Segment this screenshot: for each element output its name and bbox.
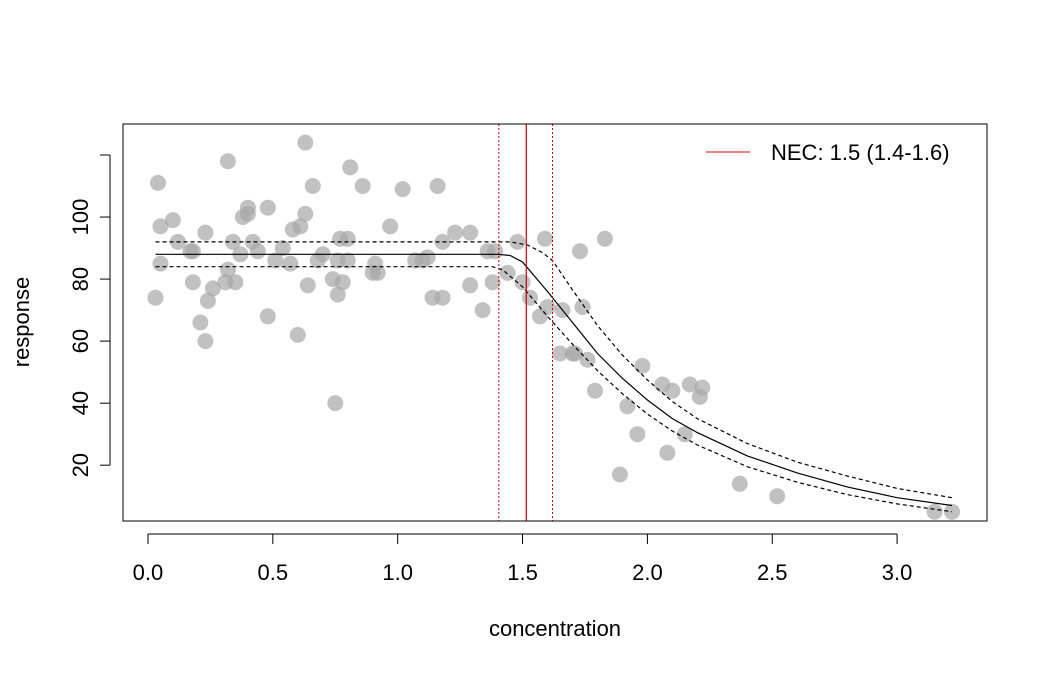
data-point-9 <box>192 314 209 331</box>
y-tick-label-1: 40 <box>68 391 93 415</box>
data-point-7 <box>184 243 201 260</box>
data-point-33 <box>297 134 314 151</box>
data-point-51 <box>369 264 386 281</box>
data-point-48 <box>354 178 371 194</box>
data-point-52 <box>382 218 399 235</box>
data-point-87 <box>634 357 651 374</box>
x-tick-label-1: 0.5 <box>258 560 289 585</box>
data-point-27 <box>267 252 284 269</box>
data-point-32 <box>292 218 309 235</box>
data-point-73 <box>537 230 553 247</box>
data-point-79 <box>572 243 588 260</box>
data-point-95 <box>731 475 748 492</box>
data-point-83 <box>596 230 613 247</box>
data-point-35 <box>299 277 316 294</box>
data-point-45 <box>339 230 356 247</box>
data-point-67 <box>487 243 504 260</box>
data-point-28 <box>274 240 291 257</box>
data-point-84 <box>611 466 628 483</box>
y-tick-label-3: 80 <box>68 267 93 291</box>
data-point-59 <box>434 289 451 306</box>
data-point-25 <box>259 199 276 216</box>
data-point-92 <box>681 376 698 393</box>
data-point-44 <box>334 274 351 291</box>
data-point-40 <box>327 395 344 412</box>
ci-upper-line <box>155 241 953 499</box>
data-point-69 <box>509 233 526 250</box>
x-tick-label-5: 2.5 <box>757 560 788 585</box>
data-point-61 <box>447 224 464 241</box>
data-points <box>147 134 960 520</box>
data-point-22 <box>239 199 256 216</box>
data-point-75 <box>552 345 568 362</box>
x-axis-title: concentration <box>489 616 621 641</box>
x-tick-label-6: 3.0 <box>882 560 913 585</box>
data-point-47 <box>342 159 359 176</box>
data-point-68 <box>499 264 516 281</box>
ci-lower-line <box>155 266 953 513</box>
legend: NEC: 1.5 (1.4-1.6) <box>706 140 950 165</box>
legend-nec-label: NEC: 1.5 (1.4-1.6) <box>771 140 950 165</box>
y-tick-label-4: 100 <box>68 199 93 236</box>
data-point-78 <box>567 345 583 362</box>
data-point-10 <box>197 224 214 241</box>
data-point-64 <box>474 302 491 319</box>
fit-lines <box>155 124 953 521</box>
data-point-26 <box>259 308 276 325</box>
data-point-24 <box>249 243 266 260</box>
data-point-13 <box>204 280 221 297</box>
data-point-2 <box>152 218 169 235</box>
data-point-18 <box>227 274 244 291</box>
data-point-31 <box>289 326 306 343</box>
data-point-46 <box>339 252 356 269</box>
data-point-85 <box>619 398 636 415</box>
data-point-96 <box>769 488 786 505</box>
data-point-89 <box>659 444 676 461</box>
data-point-62 <box>462 224 479 241</box>
y-axis: 20 40 60 80 100 <box>68 154 111 477</box>
data-point-1 <box>150 174 166 191</box>
data-point-4 <box>164 212 181 229</box>
y-axis-title: response <box>9 277 34 368</box>
y-tick-label-2: 60 <box>68 329 93 353</box>
data-point-94 <box>694 379 711 396</box>
data-point-11 <box>197 333 214 350</box>
data-point-16 <box>219 153 236 170</box>
data-point-63 <box>462 277 479 294</box>
data-point-90 <box>664 382 681 399</box>
x-tick-label-0: 0.0 <box>133 560 164 585</box>
data-point-82 <box>587 382 603 399</box>
x-tick-label-2: 1.0 <box>382 560 413 585</box>
data-point-53 <box>394 181 411 198</box>
fit-line <box>155 253 953 507</box>
data-point-71 <box>522 289 538 306</box>
data-point-66 <box>484 274 501 291</box>
data-point-97 <box>926 503 943 520</box>
data-point-0 <box>147 289 164 306</box>
x-tick-label-4: 2.0 <box>632 560 663 585</box>
data-point-74 <box>539 299 556 315</box>
data-point-34 <box>297 205 314 222</box>
x-tick-label-3: 1.5 <box>507 560 538 585</box>
data-point-91 <box>676 426 693 443</box>
data-point-58 <box>429 178 446 194</box>
data-point-80 <box>574 299 591 315</box>
data-point-36 <box>304 178 321 194</box>
y-tick-label-0: 20 <box>68 453 93 477</box>
data-point-8 <box>184 274 201 291</box>
x-axis: 0.0 0.5 1.0 1.5 2.0 2.5 3.0 <box>133 533 913 585</box>
data-point-41 <box>329 286 346 303</box>
plot-frame <box>122 123 988 522</box>
data-point-56 <box>419 249 436 266</box>
data-point-15 <box>219 261 236 278</box>
data-point-86 <box>629 426 646 443</box>
data-point-12 <box>199 292 216 309</box>
data-point-29 <box>282 255 299 272</box>
data-point-3 <box>152 255 169 272</box>
